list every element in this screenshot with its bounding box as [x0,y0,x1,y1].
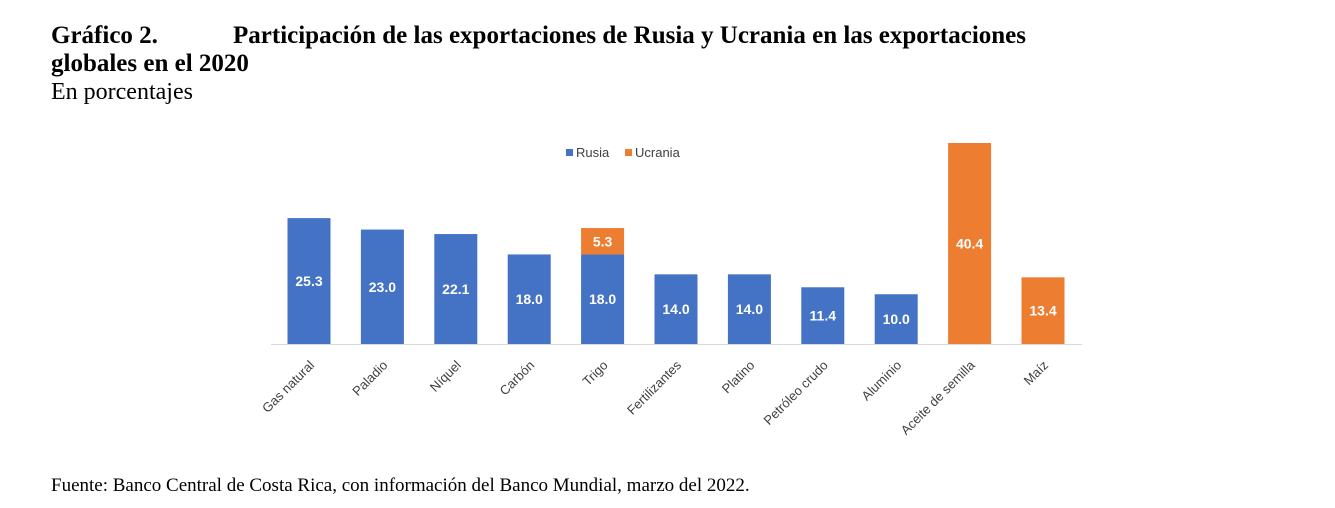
bar-ucrania [1021,277,1065,344]
data-label: 18.0 [516,291,543,307]
figure-number: Gráfico 2. [51,22,158,49]
data-label: 14.0 [662,301,689,317]
source-note: Fuente: Banco Central de Costa Rica, con… [51,475,750,496]
bar-rusia [507,254,551,344]
bar-ucrania [581,228,625,255]
legend-swatch-ucrania [625,149,632,156]
x-tick-label: Paladio [349,358,390,399]
chart-title-line-1: Gráfico 2. Participación de las exportaci… [51,22,1291,50]
x-tick-label: Fertilizantes [624,357,685,418]
legend-label-rusia: Rusia [576,145,610,160]
bar-rusia [287,218,331,344]
chart-subtitle: En porcentajes [51,79,193,105]
bar-rusia [727,274,771,344]
bar-ucrania [948,143,992,344]
title-block: Gráfico 2. Participación de las exportaci… [51,22,1291,106]
data-label: 23.0 [369,279,396,295]
x-tick-label: Aceite de semilla [898,357,979,438]
x-tick-label: Gas natural [259,357,317,415]
x-tick-label: Platino [719,358,758,397]
x-tick-label: Carbón [497,358,538,399]
bar-rusia [581,254,625,344]
x-tick-label: Trigo [580,358,611,389]
data-label: 14.0 [736,301,763,317]
data-label: 10.0 [883,311,910,327]
legend-swatch-rusia [566,149,573,156]
data-label: 18.0 [589,291,616,307]
bar-rusia [360,229,404,344]
data-label: 11.4 [810,308,837,324]
bar-rusia [874,294,918,344]
x-tick-label: Aluminio [858,358,904,404]
x-tick-label: Níquel [427,357,464,394]
data-label: 40.4 [956,236,983,252]
chart-title: Participación de las exportaciones de Ru… [233,22,1026,49]
legend-label-ucrania: Ucrania [635,145,681,160]
bar-chart: 25.3 Gas natural 23.0 Paladio 22.1 Níquel 18.0… [259,143,1082,438]
data-label: 25.3 [295,273,322,289]
chart-title-line-2: globales en el 2020 [51,50,249,77]
data-label: 13.4 [1029,303,1056,319]
bar-rusia [434,234,478,344]
data-label: 5.3 [593,233,613,249]
bar-rusia [801,287,845,344]
x-tick-label: Petróleo crudo [761,358,831,428]
x-tick-label: Maíz [1021,358,1052,389]
data-label: 22.1 [442,281,469,297]
bar-rusia [654,274,698,344]
